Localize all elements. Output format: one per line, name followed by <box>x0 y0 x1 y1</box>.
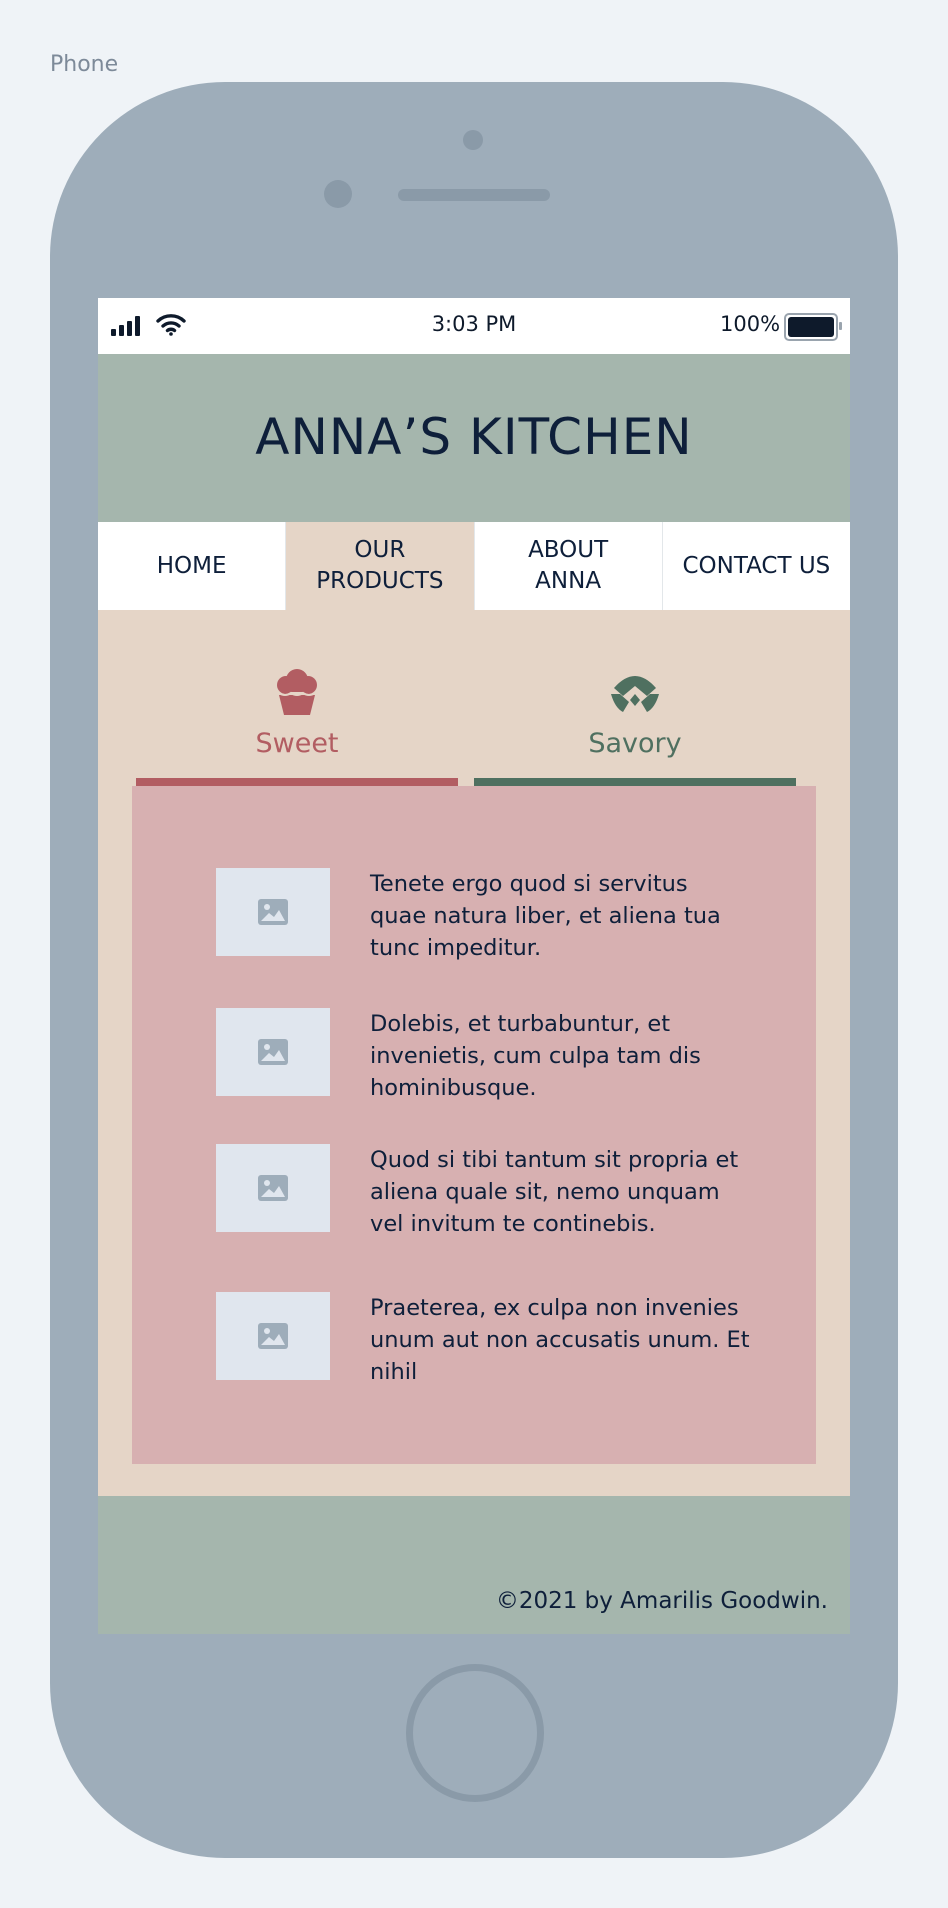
copyright-text: ©2021 by Amarilis Goodwin. <box>495 1588 828 1614</box>
product-description: Quod si tibi tantum sit propria et alien… <box>370 1147 739 1237</box>
site-footer: ©2021 by Amarilis Goodwin. <box>98 1496 850 1634</box>
tab-sweet-label: Sweet <box>255 728 339 759</box>
image-placeholder-icon <box>258 899 288 925</box>
front-camera <box>324 180 352 208</box>
product-thumbnail <box>216 1292 330 1380</box>
product-category-tabs: Sweet Savory <box>136 668 812 788</box>
cupcake-icon <box>277 669 317 715</box>
home-button[interactable] <box>406 1664 544 1802</box>
image-placeholder-icon <box>258 1175 288 1201</box>
tab-savory-label: Savory <box>588 728 682 759</box>
main-nav: HOME OUR PRODUCTS ABOUT ANNA CONTACT US <box>98 522 850 610</box>
site-header: ANNA’S KITCHEN <box>98 354 850 522</box>
nav-item-contact-us[interactable]: CONTACT US <box>682 552 831 579</box>
status-bar: 3:03 PM 100% <box>98 298 850 354</box>
nav-item-label: ABOUT ANNA <box>528 537 609 594</box>
tab-savory-underline <box>474 778 796 786</box>
product-thumbnail <box>216 1008 330 1096</box>
tab-savory[interactable]: Savory <box>474 668 796 786</box>
status-time: 3:03 PM <box>431 312 517 336</box>
battery-percentage: 100% <box>720 312 781 336</box>
product-list-panel: Tenete ergo quod si servitus quae natura… <box>132 786 816 1464</box>
product-description: Praeterea, ex culpa non invenies unum au… <box>370 1295 750 1385</box>
battery-icon <box>784 313 842 341</box>
product-thumbnail <box>216 868 330 956</box>
tab-sweet[interactable]: Sweet <box>136 668 458 786</box>
nav-item-our-products[interactable]: OUR PRODUCTS <box>286 522 475 610</box>
tab-sweet-underline <box>136 778 458 786</box>
phone-screen: 3:03 PM 100% ANNA’S KITCHEN HOME OUR PRO… <box>98 298 850 1634</box>
earpiece-speaker <box>398 189 550 201</box>
wifi-icon <box>156 314 186 336</box>
croissant-icon <box>611 676 659 712</box>
proximity-sensor <box>463 130 483 150</box>
site-title: ANNA’S KITCHEN <box>255 408 693 466</box>
product-description: Dolebis, et turbabuntur, et invenietis, … <box>370 1011 701 1101</box>
cellular-signal-icon <box>111 316 141 336</box>
nav-item-home[interactable]: HOME <box>98 522 287 610</box>
nav-item-about-anna[interactable]: ABOUT ANNA <box>475 522 663 610</box>
nav-item-label: OUR PRODUCTS <box>316 537 444 594</box>
product-description: Tenete ergo quod si servitus quae natura… <box>370 871 721 961</box>
frame-label: Phone <box>50 52 119 77</box>
image-placeholder-icon <box>258 1323 288 1349</box>
image-placeholder-icon <box>258 1039 288 1065</box>
product-thumbnail <box>216 1144 330 1232</box>
